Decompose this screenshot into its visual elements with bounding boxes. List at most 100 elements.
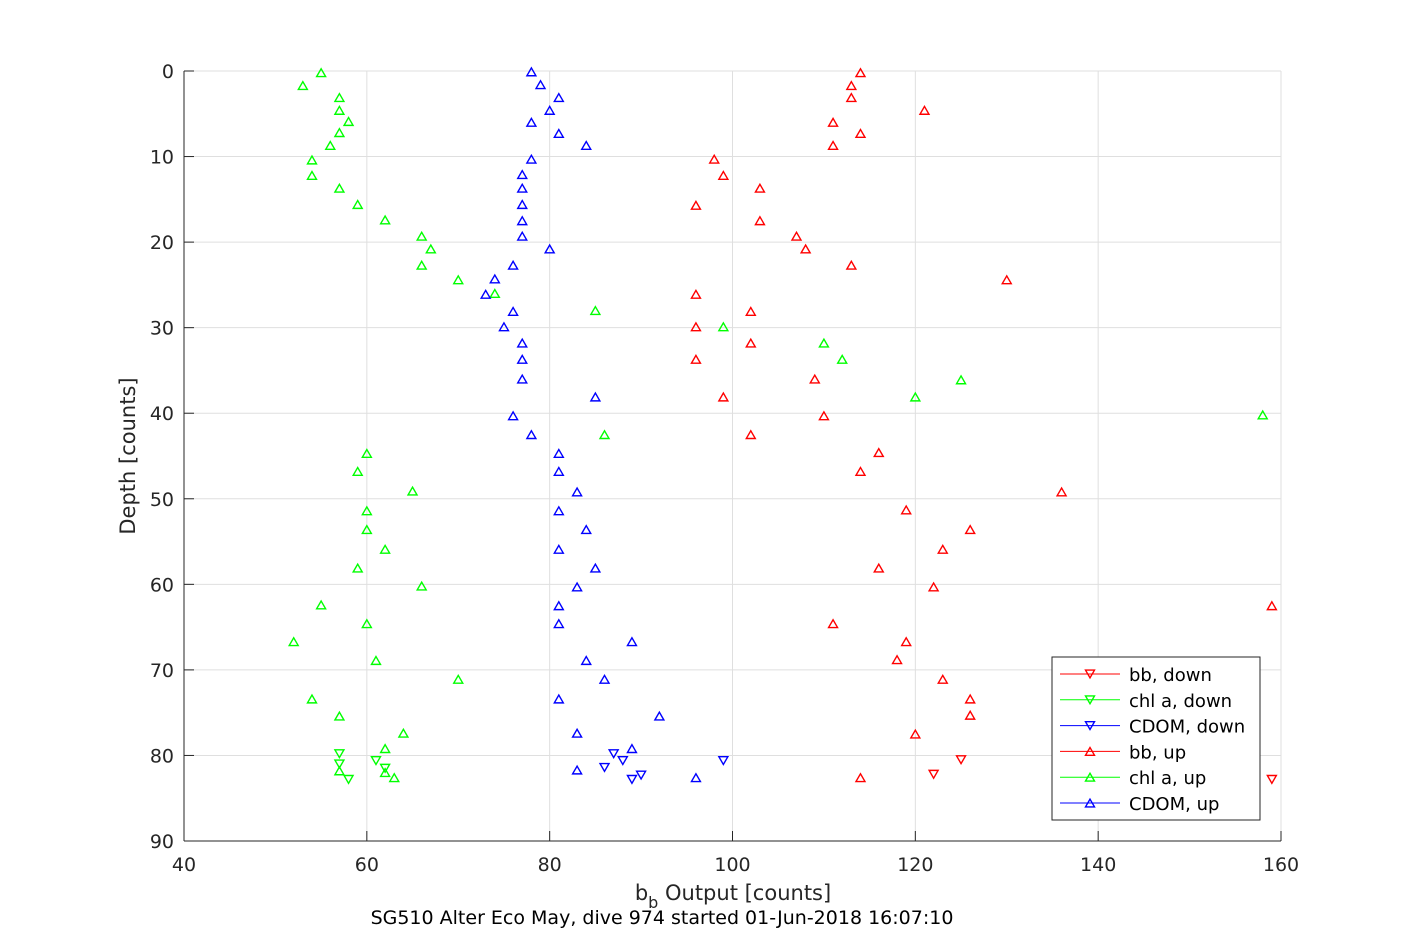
data-point xyxy=(333,92,346,103)
data-point xyxy=(909,728,922,739)
legend: bb, down chl a, down CDOM, down bb, up chl a… xyxy=(1051,656,1261,821)
data-point xyxy=(1055,486,1068,497)
data-point xyxy=(489,273,501,284)
data-point xyxy=(873,447,885,458)
data-point xyxy=(415,259,428,270)
data-point xyxy=(708,153,720,164)
data-point xyxy=(333,182,346,193)
data-point xyxy=(589,562,602,573)
data-point xyxy=(516,182,528,193)
data-point xyxy=(754,215,766,226)
data-point xyxy=(854,67,867,78)
data-point xyxy=(964,524,976,535)
data-point xyxy=(333,765,346,776)
data-point xyxy=(955,755,967,766)
data-point xyxy=(553,466,565,476)
data-point xyxy=(333,127,346,138)
y-tick-label: 60 xyxy=(150,574,174,596)
legend-marker xyxy=(1084,771,1096,782)
data-point xyxy=(754,182,766,193)
series-bb-up xyxy=(690,67,1278,783)
data-point xyxy=(927,769,940,780)
legend-label: CDOM, up xyxy=(1129,794,1219,815)
data-point xyxy=(534,79,547,90)
data-point xyxy=(516,354,528,364)
data-point xyxy=(507,410,519,421)
data-point xyxy=(553,92,565,103)
data-point xyxy=(845,92,858,103)
legend-box xyxy=(1051,656,1261,821)
data-point xyxy=(333,759,346,770)
data-point xyxy=(425,243,437,254)
data-point xyxy=(1266,774,1278,785)
data-point xyxy=(653,710,666,721)
data-point xyxy=(415,230,428,241)
series-chl-a-up xyxy=(287,67,1269,783)
data-point xyxy=(1257,409,1269,420)
data-point xyxy=(516,373,528,384)
data-point xyxy=(836,354,848,364)
y-tick-label: 50 xyxy=(150,489,174,511)
data-point xyxy=(918,105,931,115)
data-point xyxy=(516,337,528,348)
y-tick-label: 0 xyxy=(162,61,174,83)
y-tick-label: 90 xyxy=(150,831,174,853)
data-point xyxy=(361,448,373,459)
data-point xyxy=(900,504,912,515)
y-tick-label: 80 xyxy=(150,745,174,767)
legend-marker xyxy=(1084,669,1096,680)
data-point xyxy=(516,199,528,210)
data-point xyxy=(690,354,702,364)
data-point xyxy=(854,128,867,139)
data-point xyxy=(745,337,757,348)
data-point xyxy=(361,524,373,535)
data-point xyxy=(580,655,592,666)
data-point xyxy=(626,743,638,754)
data-point xyxy=(799,243,812,254)
data-point xyxy=(1001,274,1013,285)
data-point xyxy=(397,727,410,738)
data-point xyxy=(361,505,373,516)
data-point xyxy=(580,140,592,151)
x-tick-label: 80 xyxy=(538,854,562,876)
data-point xyxy=(964,709,976,720)
data-point xyxy=(553,128,565,139)
data-point xyxy=(525,117,538,127)
data-point xyxy=(598,429,611,440)
x-axis-label-subscript: b xyxy=(648,893,658,912)
data-point xyxy=(607,749,620,760)
data-point xyxy=(361,618,373,629)
legend-label: chl a, up xyxy=(1129,768,1206,789)
y-tick-label: 40 xyxy=(150,403,174,425)
data-point xyxy=(571,486,583,497)
data-point xyxy=(543,105,556,115)
data-point xyxy=(406,485,419,496)
data-point xyxy=(827,117,839,127)
data-point xyxy=(571,764,583,775)
y-tick-label: 30 xyxy=(150,318,174,340)
data-point xyxy=(516,215,528,226)
data-point xyxy=(525,66,538,77)
data-point xyxy=(937,543,949,554)
data-point xyxy=(553,693,565,704)
y-tick-label: 10 xyxy=(150,147,174,169)
legend-marker xyxy=(1084,721,1096,731)
data-point xyxy=(379,743,391,754)
data-point xyxy=(809,373,821,384)
data-point xyxy=(351,466,364,476)
data-point xyxy=(516,230,528,241)
data-point xyxy=(379,767,391,778)
data-point xyxy=(626,636,638,647)
y-tick-label: 20 xyxy=(150,232,174,254)
data-point xyxy=(333,749,346,760)
data-point xyxy=(315,67,327,78)
legend-label: bb, down xyxy=(1129,665,1212,686)
data-point xyxy=(507,306,519,317)
data-point xyxy=(452,274,464,285)
data-point xyxy=(571,581,583,592)
data-point xyxy=(379,763,391,774)
data-point xyxy=(553,600,565,611)
data-point xyxy=(690,289,702,299)
x-axis-label-main: b xyxy=(635,881,648,905)
data-point xyxy=(333,710,346,721)
